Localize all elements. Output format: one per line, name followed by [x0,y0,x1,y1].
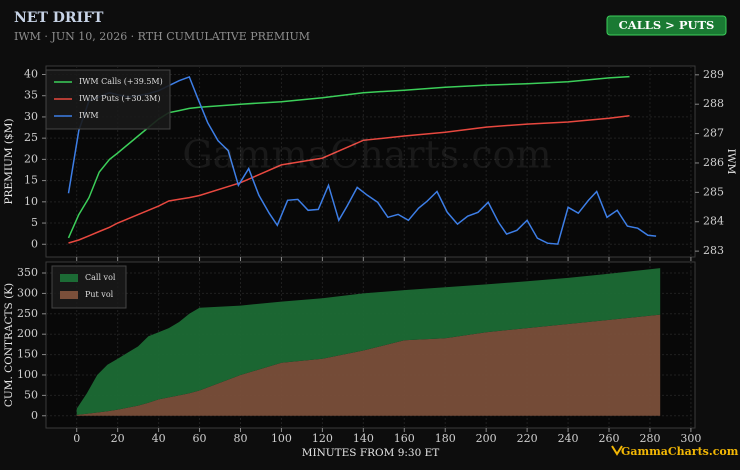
y2-tick-label: 287 [703,127,724,140]
x-axis-title: MINUTES FROM 9:30 ET [302,447,440,459]
subtitle: IWM · JUN 10, 2026 · RTH CUMULATIVE PREM… [14,30,310,43]
y2-axis-title: IWM [725,149,737,175]
y-tick-label: 30 [24,110,38,123]
y-tick-label: 40 [24,67,38,80]
y-axis-title: PREMIUM ($M) [3,118,15,204]
y-tick-label: 10 [24,195,38,208]
x-tick-label: 80 [233,432,247,445]
y-tick-label: 35 [24,89,38,102]
legend-box [51,265,127,309]
x-tick-label: 300 [680,432,701,445]
brand-logo: GammaCharts.com [611,445,739,458]
x-tick-label: 40 [152,432,166,445]
y-tick-label: 200 [17,327,38,340]
y-tick-label: 20 [24,152,38,165]
area [76,268,661,415]
y2-tick-label: 285 [703,185,724,198]
legend-label: Call vol [85,273,116,282]
badge-text: CALLS > PUTS [619,18,715,32]
title: NET DRIFT [14,10,104,26]
legend-label: IWM Puts (+30.3M) [79,94,160,103]
x-tick-label: 180 [435,432,456,445]
x-tick-label: 260 [599,432,620,445]
x-tick-label: 280 [639,432,660,445]
y2-tick-label: 283 [703,244,724,257]
y-tick-label: 0 [31,409,38,422]
y-tick-label: 15 [24,174,38,187]
x-tick-label: 20 [111,432,125,445]
watermark: GammaCharts.com [182,133,551,177]
x-tick-label: 200 [476,432,497,445]
series-line [68,114,630,244]
y-tick-label: 300 [17,286,38,299]
y-tick-label: 25 [24,131,38,144]
y2-tick-label: 288 [703,97,724,110]
x-tick-label: 120 [312,432,333,445]
x-tick-label: 0 [73,432,80,445]
x-tick-label: 220 [517,432,538,445]
legend-label: IWM [79,111,99,120]
y2-tick-label: 289 [703,68,724,81]
y-tick-label: 50 [24,388,38,401]
y-tick-label: 5 [31,216,38,229]
x-tick-label: 100 [271,432,292,445]
y2-tick-label: 286 [703,156,724,169]
x-tick-label: 160 [394,432,415,445]
series-line [67,75,630,239]
plots: 0 5 10 15 20 25 30 35 40 283 284 285 286 287 288 289 PRE… [3,65,737,459]
y-tick-label: 150 [17,348,38,361]
x-tick-label: 240 [558,432,579,445]
y-tick-label: 250 [17,307,38,320]
brand: GammaCharts.com [621,445,739,458]
badge [606,15,727,36]
y-tick-label: 350 [17,266,38,279]
legend-swatch [60,274,78,282]
y2-tick-label: 284 [703,215,724,228]
area [76,314,661,416]
x-tick-label: 60 [193,432,207,445]
legend-label: Put vol [85,290,114,299]
legend-swatch [60,291,78,299]
y-axis-title: CUM. CONTRACTS (K) [3,283,15,407]
y-tick-label: 0 [31,237,38,250]
brand-icon [611,445,623,456]
legend-label: IWM Calls (+39.5M) [79,77,163,86]
x-tick-label: 140 [353,432,374,445]
y-tick-label: 100 [17,368,38,381]
